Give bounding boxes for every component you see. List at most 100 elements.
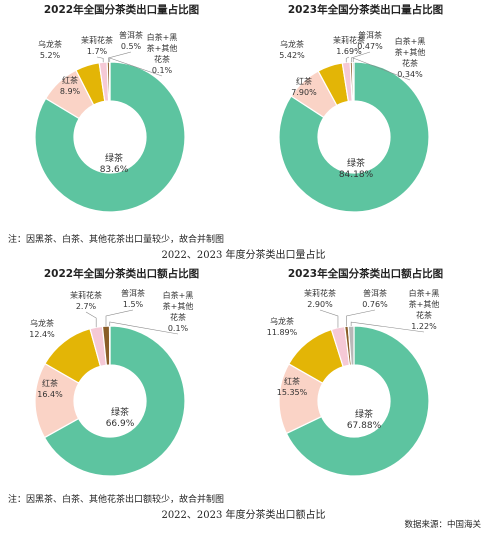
slice-name-label: 绿茶 [347,157,365,169]
slice-label-5: 白茶+黑茶+其他花茶 0.1% [163,290,194,333]
pie-slice-0 [285,325,430,477]
slice-label-2: 乌龙茶 5.2% [38,39,62,60]
slice-value-label: 1.7% [87,47,108,56]
leader-line-5 [350,321,425,333]
slice-label-3: 茉莉花茶 2.90% [304,288,336,309]
slice-label-3: 茉莉花茶 1.69% [333,35,365,56]
slice-value-label: 11.89% [267,328,298,337]
slice-value-label: 1.69% [336,47,362,56]
value-caption: 2022、2023 年度分茶类出口额占比 [161,510,326,521]
slice-value-label: 0.5% [121,42,142,51]
slice-name-label: 花茶 [170,312,186,322]
slice-name-label: 茶+其他 [395,47,426,57]
slice-name-label: 普洱茶 [119,30,143,40]
slice-name-label: 花茶 [416,310,432,320]
slice-label-1: 红茶 7.90% [291,76,317,97]
slice-name-label: 茉莉花茶 [81,35,113,45]
value-note: 注：因黑茶、白茶、其他花茶出口额较少，故合并制图 [8,495,225,505]
slice-label-1: 红茶 16.4% [37,378,63,399]
chart-2023-volume: 2023年全国分茶类出口量占比图 绿茶 84.18% 红茶 7.90% 乌龙茶 5.42%… [244,0,487,215]
slice-name-label: 白茶+黑 [163,290,194,300]
slice-label-3: 茉莉花茶 2.7% [70,290,102,311]
pie-slice-0 [34,61,186,213]
slice-name-label: 红茶 [62,75,78,85]
leader-line-5 [109,321,179,335]
chart-2022-value: 2022年全国分茶类出口额占比图 绿茶 66.9% 红茶 16.4% 乌龙茶 12.4% 茉… [0,264,243,479]
slice-value-label: 84.18% [339,170,374,180]
slice-label-5: 白茶+黑茶+其他花茶 1.22% [409,288,440,331]
slice-label-4: 普洱茶 0.5% [119,30,143,51]
slice-value-label: 2.7% [76,302,97,311]
slice-name-label: 茶+其他 [409,299,440,309]
slice-value-label: 12.4% [29,330,55,339]
chart-title: 2022年全国分茶类出口量占比图 [43,4,200,16]
slice-value-label: 5.42% [279,51,305,60]
slice-value-label: 8.9% [60,87,81,96]
slice-name-label: 绿茶 [111,406,129,418]
slice-name-label: 白茶+黑 [395,36,426,46]
leader-line-4 [346,309,376,327]
slice-name-label: 茶+其他 [147,43,178,53]
slice-value-label: 2.90% [307,300,333,309]
slice-label-1: 红茶 8.9% [60,75,81,96]
leader-line-3 [345,56,350,63]
slice-label-2: 乌龙茶 5.42% [279,39,305,60]
slice-value-label: 16.4% [37,390,63,399]
chart-title: 2022年全国分茶类出口额占比图 [43,268,200,280]
leader-line-4 [108,51,132,63]
slice-name-label: 红茶 [42,378,58,388]
slice-value-label: 66.9% [106,419,135,429]
slice-name-label: 花茶 [154,54,170,64]
slice-name-label: 白茶+黑 [147,32,178,42]
slice-value-label: 1.5% [123,300,144,309]
slice-value-label: 1.22% [411,322,437,331]
slice-value-label: 0.76% [362,300,388,309]
slice-name-label: 普洱茶 [121,288,145,298]
slice-value-label: 83.6% [100,165,129,175]
slice-value-label: 5.2% [40,51,61,60]
slice-name-label: 茉莉花茶 [70,290,102,300]
slice-name-label: 茉莉花茶 [304,288,336,298]
slice-value-label: 15.35% [277,388,308,397]
volume-caption: 2022、2023 年度分茶类出口量占比 [161,250,326,261]
slice-name-label: 茉莉花茶 [333,35,365,45]
slice-name-label: 绿茶 [105,152,123,164]
leader-line-4 [105,309,134,327]
pie-slice-5 [351,61,355,102]
data-source: 数据来源：中国海关 [404,520,481,530]
slice-value-label: 0.34% [397,70,423,79]
chart-2022-volume: 2022年全国分茶类出口量占比图 绿茶 83.6% 红茶 8.9% 乌龙茶 5.2% 茉莉花… [0,0,243,215]
slice-name-label: 红茶 [296,76,312,86]
slice-name-label: 花茶 [402,58,418,68]
slice-label-5: 白茶+黑茶+其他花茶 0.1% [147,32,178,75]
pie-slice-0 [278,61,430,213]
volume-note: 注：因黑茶、白茶、其他花茶出口量较少，故合并制图 [8,235,225,245]
pie-slice-0 [43,325,186,477]
leader-line-5 [352,57,411,81]
slice-name-label: 乌龙茶 [280,39,304,49]
slice-name-label: 普洱茶 [358,30,382,40]
leader-line-5 [109,57,163,77]
chart-2023-value: 2023年全国分茶类出口额占比图 绿茶 67.88% 红茶 15.35% 乌龙茶 11.8… [244,264,487,479]
pie-slice-5 [347,325,355,366]
slice-name-label: 绿茶 [355,408,373,420]
chart-title: 2023年全国分茶类出口额占比图 [287,268,444,280]
slice-name-label: 乌龙茶 [270,316,294,326]
slice-label-3: 茉莉花茶 1.7% [81,35,113,56]
slice-value-label: 7.90% [291,88,317,97]
leader-line-3 [85,311,97,328]
slice-name-label: 乌龙茶 [30,318,54,328]
slice-value-label: 67.88% [347,421,382,431]
slice-label-4: 普洱茶 0.76% [362,288,388,309]
slice-label-4: 普洱茶 1.5% [121,288,145,309]
slice-name-label: 普洱茶 [363,288,387,298]
slice-value-label: 0.47% [357,42,383,51]
